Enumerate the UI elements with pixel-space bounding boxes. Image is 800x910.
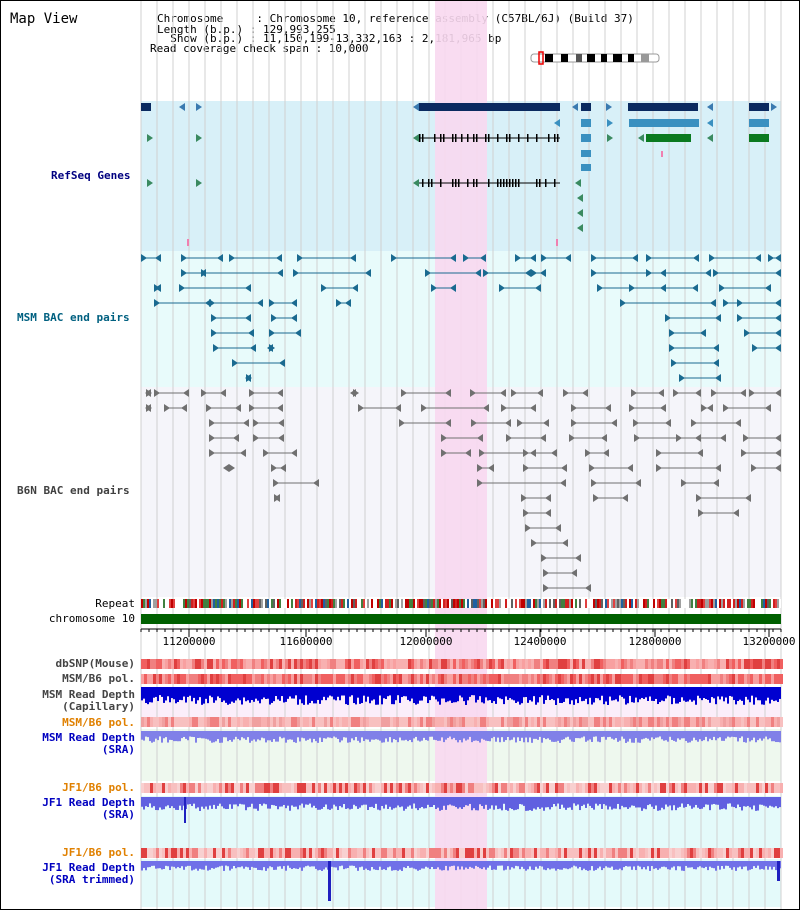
repeat-bar [141,599,781,608]
chromosome-ideogram [530,51,660,65]
msm-bac-features [141,254,781,382]
label-jf1-b6-pol-1: JF1/B6 pol. [62,781,135,794]
axis-tick-label: 11200000 [163,635,216,648]
label-repeat: Repeat [95,597,135,610]
label-dbsnp: dbSNP(Mouse) [55,657,135,670]
label-b6n-bac[interactable]: B6N BAC end pairs [17,484,130,497]
position-axis: 11200000 11600000 12000000 12400000 12800000… [140,628,796,648]
axis-tick-label: 12400000 [514,635,567,648]
label-msm-sra: (SRA) [101,743,135,756]
axis-tick-label: 12800000 [629,635,682,648]
label-capillary: (Capillary) [62,700,135,713]
label-jf1-sra: (SRA) [101,808,135,821]
label-msm-read-depth-cap: MSM Read Depth [42,688,135,701]
axis-tick-label: 11600000 [280,635,333,648]
axis-tick-label: 12000000 [400,635,453,648]
b6n-bac-features [145,389,781,592]
lower-tracks [141,659,783,901]
label-msm-b6-pol-2: MSM/B6 pol. [62,716,135,729]
label-jf1-b6-pol-2: JF1/B6 pol. [62,846,135,859]
label-chromosome: chromosome 10 [48,612,135,625]
label-msm-bac[interactable]: MSM BAC end pairs [17,311,130,324]
label-jf1-read-depth-sra: JF1 Read Depth [42,796,135,809]
label-jf1-read-depth-trim: JF1 Read Depth [42,861,135,874]
label-msm-b6-pol-1: MSM/B6 pol. [62,672,135,685]
chromosome-bar [141,614,781,624]
label-msm-read-depth-sra: MSM Read Depth [42,731,135,744]
label-refseq-genes[interactable]: RefSeq Genes [51,169,131,182]
refseq-gene-features [141,103,777,246]
view-title: Map View [10,11,78,27]
axis-tick-label: 13200000 [743,635,796,648]
label-sra-trimmed: (SRA trimmed) [48,873,135,886]
